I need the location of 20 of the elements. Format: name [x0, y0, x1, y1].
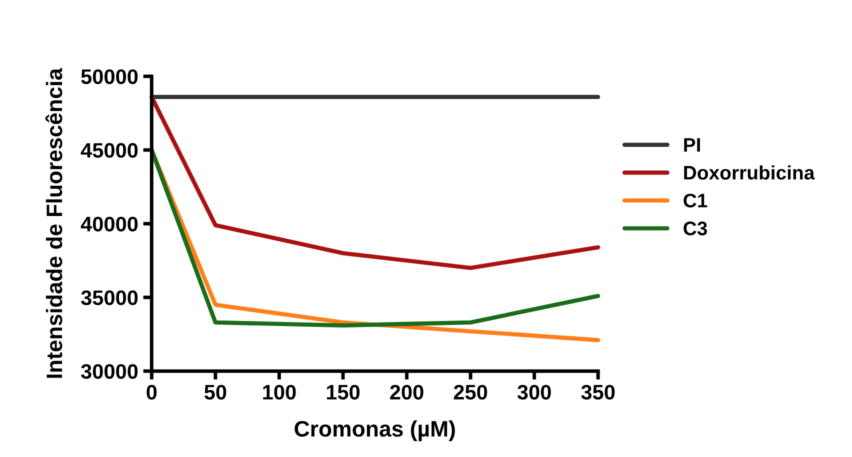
line-series — [150, 94, 600, 270]
x-tick-label: 350 — [581, 384, 615, 400]
x-tick-label: 250 — [454, 384, 488, 400]
legend-label: Doxorrubicina — [684, 165, 815, 180]
y-tick-label: 35000 — [81, 290, 138, 306]
y-tick-label: 30000 — [81, 364, 138, 379]
y-tick-label: 50000 — [81, 69, 138, 84]
y-tick-label: 40000 — [80, 216, 138, 232]
x-tick-label: 0 — [146, 384, 157, 400]
x-tick-label: 200 — [390, 384, 424, 400]
x-tick-label: 300 — [517, 384, 551, 400]
y-axis-title: Intensidade de Fluorescência — [45, 68, 62, 378]
x-axis-title: Cromonas (µM) — [294, 420, 455, 442]
legend-label: C1 — [684, 194, 708, 208]
x-tick-label: 50 — [204, 384, 226, 400]
legend-label: C3 — [684, 222, 708, 236]
x-tick-label: 150 — [326, 384, 360, 400]
legend-label: PI — [684, 138, 700, 152]
y-tick-label: 45000 — [80, 143, 138, 158]
x-tick-label: 100 — [263, 384, 296, 400]
